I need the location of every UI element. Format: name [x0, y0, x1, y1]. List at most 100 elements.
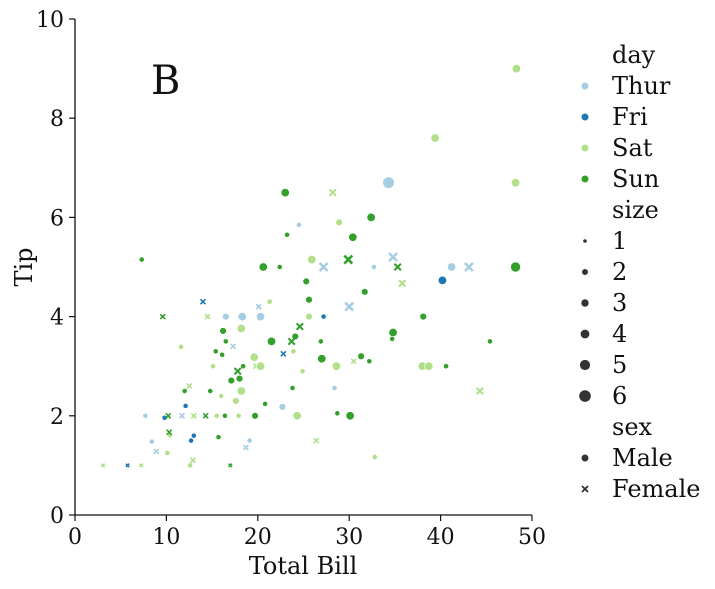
data-point — [165, 412, 172, 419]
x-axis-ticks: 0 10 20 30 40 50 — [68, 515, 546, 550]
y-tick-label: 2 — [50, 405, 64, 430]
data-point — [240, 363, 247, 370]
data-point — [388, 327, 398, 337]
x-tick-label: 50 — [518, 525, 546, 550]
data-point — [366, 358, 373, 365]
data-point — [227, 376, 235, 385]
legend-item-size-4: 4 — [580, 320, 627, 348]
legend: day Thur Fri Sat Sun size 1 2 3 — [579, 41, 701, 503]
y-tick-label: 8 — [50, 107, 64, 132]
data-point — [246, 437, 253, 444]
data-point — [510, 261, 521, 273]
legend-title-day: day — [612, 41, 656, 69]
data-point — [178, 343, 184, 350]
data-point — [212, 348, 219, 355]
data-point — [219, 327, 227, 335]
data-point — [235, 412, 242, 419]
legend-label-female: Female — [612, 475, 701, 503]
data-point — [221, 412, 228, 419]
data-point — [437, 275, 447, 285]
data-point — [331, 361, 341, 371]
legend-marker-size-6 — [579, 390, 591, 402]
legend-marker-size-4 — [580, 329, 590, 339]
data-point — [305, 312, 313, 321]
data-point — [302, 277, 310, 286]
legend-marker-fri — [581, 113, 589, 121]
data-point — [182, 402, 189, 409]
data-point — [276, 264, 283, 270]
legend-item-sat: Sat — [581, 134, 653, 162]
data-point — [328, 188, 337, 197]
data-point — [256, 312, 266, 322]
y-tick-label: 10 — [36, 8, 64, 33]
legend-label-size-3: 3 — [612, 289, 627, 317]
data-point — [320, 313, 327, 320]
data-point — [190, 412, 197, 419]
legend-item-size-3: 3 — [581, 289, 627, 317]
data-point — [125, 463, 130, 468]
data-point — [228, 463, 233, 468]
legend-label-size-2: 2 — [612, 258, 627, 286]
legend-marker-thur — [581, 82, 589, 90]
data-point — [190, 432, 197, 439]
legend-item-size-2: 2 — [582, 258, 627, 286]
data-point — [166, 429, 173, 436]
data-point — [419, 312, 427, 321]
data-point — [371, 454, 378, 460]
legend-item-female: Female — [581, 475, 701, 503]
legend-label-size-6: 6 — [612, 382, 627, 410]
data-point — [424, 361, 434, 371]
data-point — [287, 337, 296, 346]
data-point — [398, 279, 407, 288]
data-point — [299, 368, 306, 375]
panel-label: B — [151, 58, 180, 104]
data-point — [334, 410, 341, 417]
y-tick-label: 4 — [50, 306, 64, 331]
legend-label-size-5: 5 — [612, 351, 627, 379]
data-point — [255, 303, 262, 310]
legend-label-size-4: 4 — [612, 320, 627, 348]
y-axis-ticks: 0 2 4 6 8 10 — [36, 8, 75, 529]
data-point — [266, 298, 273, 305]
data-point — [313, 437, 320, 444]
data-point — [345, 411, 355, 421]
data-point — [296, 221, 302, 228]
data-point — [292, 411, 302, 421]
data-point — [199, 298, 206, 305]
y-axis-title: Tip — [10, 247, 38, 286]
data-point — [317, 354, 327, 364]
legend-marker-size-1 — [583, 239, 587, 243]
data-point — [382, 176, 395, 189]
data-point — [388, 252, 398, 262]
data-point — [511, 64, 521, 74]
x-tick-label: 30 — [335, 525, 363, 550]
data-point — [213, 412, 220, 419]
data-points — [100, 64, 521, 469]
data-point — [148, 438, 155, 445]
legend-item-sun: Sun — [581, 165, 659, 193]
legend-item-fri: Fri — [581, 103, 648, 131]
x-axis-title: Total Bill — [249, 552, 358, 580]
data-point — [366, 212, 376, 222]
data-point — [142, 412, 149, 419]
data-point — [249, 352, 259, 362]
data-point — [357, 352, 365, 360]
x-tick-label: 40 — [427, 525, 455, 550]
legend-label-male: Male — [612, 444, 673, 472]
data-point — [370, 264, 377, 270]
data-point — [186, 383, 193, 390]
data-point — [318, 262, 329, 272]
data-point — [475, 387, 484, 395]
data-point — [178, 412, 185, 419]
data-point — [232, 397, 240, 405]
data-point — [164, 450, 171, 456]
data-point — [222, 338, 229, 345]
data-point — [290, 348, 297, 355]
data-point — [284, 231, 290, 238]
data-point — [236, 386, 246, 396]
legend-label-size-1: 1 — [612, 227, 627, 255]
data-point — [289, 385, 296, 391]
legend-label-thur: Thur — [612, 72, 671, 100]
data-point — [235, 374, 244, 383]
